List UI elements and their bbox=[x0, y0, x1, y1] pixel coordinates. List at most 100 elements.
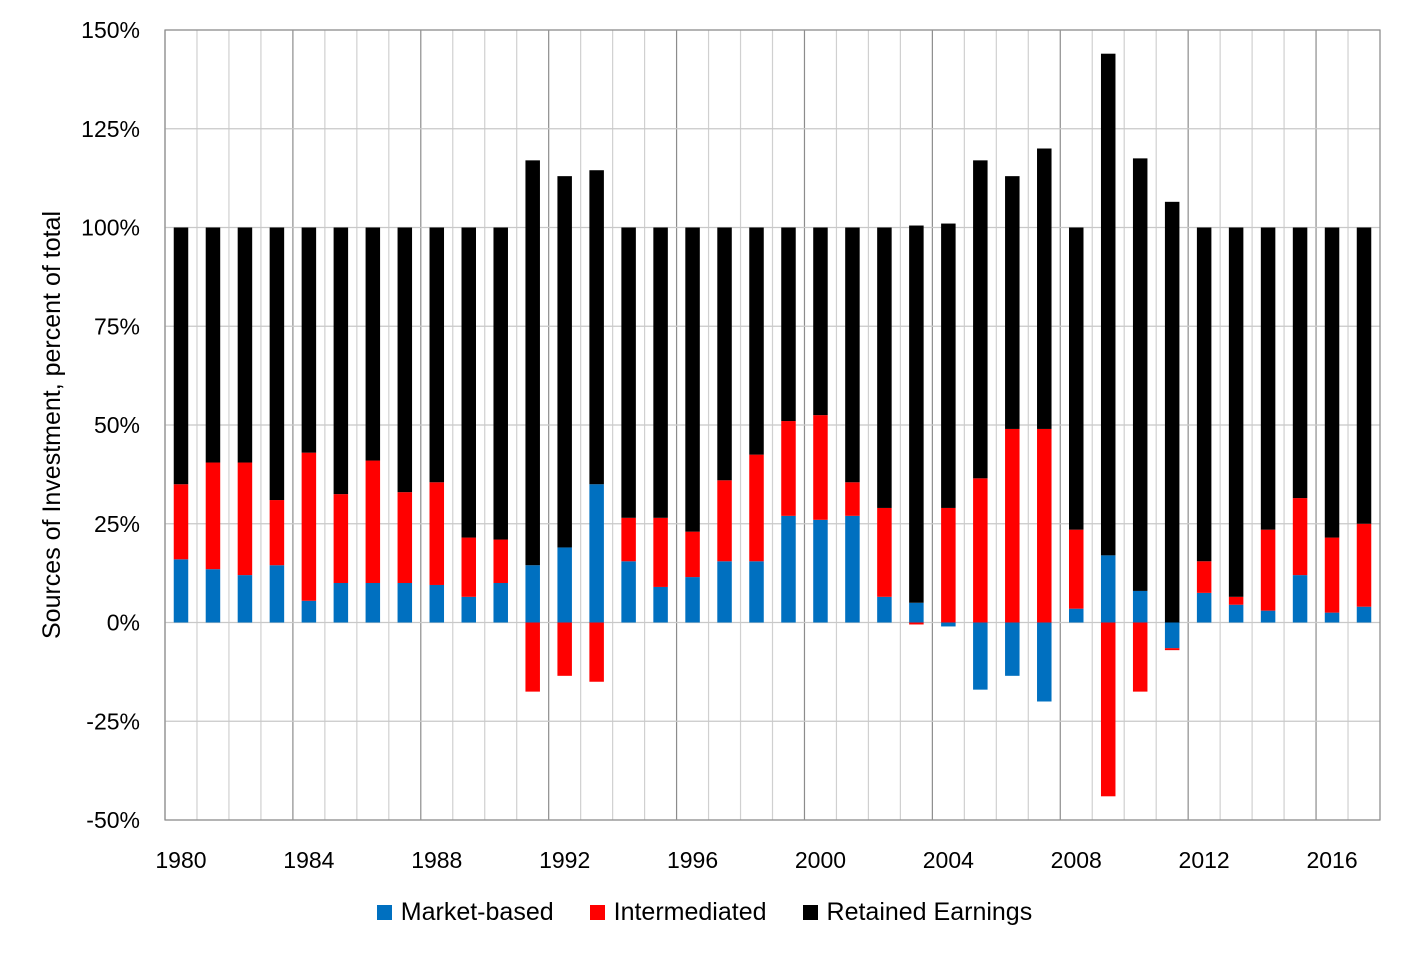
bar-retained-earnings-1987 bbox=[397, 227, 413, 493]
bar-retained-earnings-1980 bbox=[173, 227, 189, 485]
y-tick-label: 125% bbox=[81, 116, 140, 142]
bar-intermediated-1998 bbox=[749, 454, 764, 562]
bar-retained-earnings-1992 bbox=[557, 176, 572, 548]
bar-market-based-2005 bbox=[973, 622, 988, 690]
bar-market-based-1987 bbox=[397, 583, 413, 623]
bar-market-based-1988 bbox=[429, 584, 445, 623]
x-tick-label: 1996 bbox=[667, 847, 718, 873]
bar-retained-earnings-2010 bbox=[1132, 158, 1148, 591]
bar-retained-earnings-1994 bbox=[621, 227, 636, 518]
bar-intermediated-1999 bbox=[781, 421, 796, 516]
bar-market-based-1982 bbox=[237, 575, 253, 623]
bar-market-based-1985 bbox=[333, 583, 349, 623]
y-tick-label: -25% bbox=[86, 708, 140, 734]
bar-market-based-1981 bbox=[205, 569, 221, 623]
x-tick-label: 2016 bbox=[1306, 847, 1357, 873]
legend-label-retained-earnings: Retained Earnings bbox=[826, 898, 1033, 926]
y-tick-label: 150% bbox=[81, 17, 140, 43]
bar-retained-earnings-2012 bbox=[1196, 227, 1212, 562]
y-tick-label: -50% bbox=[86, 807, 140, 833]
bar-intermediated-1984 bbox=[301, 452, 317, 601]
y-tick-label: 25% bbox=[94, 511, 140, 537]
bar-retained-earnings-1998 bbox=[749, 227, 764, 455]
bar-market-based-2007 bbox=[1037, 622, 1052, 702]
bar-retained-earnings-1990 bbox=[493, 227, 508, 540]
bar-intermediated-2011 bbox=[1164, 648, 1180, 651]
bar-intermediated-1983 bbox=[269, 500, 285, 566]
bar-retained-earnings-1985 bbox=[333, 227, 349, 495]
bar-retained-earnings-2000 bbox=[813, 227, 828, 416]
bar-intermediated-1992 bbox=[557, 622, 572, 676]
bar-intermediated-2012 bbox=[1196, 561, 1212, 593]
bar-intermediated-2006 bbox=[1005, 428, 1020, 623]
bar-market-based-1992 bbox=[557, 547, 572, 623]
plot-area-border bbox=[164, 29, 1381, 821]
bar-market-based-1989 bbox=[461, 596, 476, 623]
bar-market-based-2009 bbox=[1100, 555, 1116, 623]
x-tick-label: 1980 bbox=[155, 847, 206, 873]
bar-market-based-2002 bbox=[877, 596, 892, 623]
x-tick-label: 2012 bbox=[1179, 847, 1230, 873]
bar-retained-earnings-1988 bbox=[429, 227, 445, 483]
bar-retained-earnings-2015 bbox=[1292, 227, 1308, 499]
bar-intermediated-2010 bbox=[1132, 622, 1148, 692]
bar-retained-earnings-2007 bbox=[1037, 148, 1052, 429]
bar-retained-earnings-2008 bbox=[1069, 227, 1084, 530]
bar-intermediated-1987 bbox=[397, 492, 413, 583]
bar-intermediated-2005 bbox=[973, 478, 988, 623]
bar-retained-earnings-2011 bbox=[1164, 201, 1180, 623]
y-axis-title: Sources of Investment, percent of total bbox=[38, 211, 66, 639]
bar-market-based-2012 bbox=[1196, 592, 1212, 623]
bar-market-based-2015 bbox=[1292, 575, 1308, 623]
bar-retained-earnings-2005 bbox=[973, 160, 988, 479]
bar-market-based-1990 bbox=[493, 583, 508, 623]
bar-intermediated-1989 bbox=[461, 537, 476, 597]
bar-market-based-1994 bbox=[621, 561, 636, 623]
bar-market-based-2013 bbox=[1228, 604, 1244, 623]
x-tick-label: 1984 bbox=[283, 847, 334, 873]
bar-retained-earnings-2001 bbox=[845, 227, 860, 483]
bar-intermediated-1994 bbox=[621, 517, 636, 562]
bar-retained-earnings-1996 bbox=[685, 227, 700, 532]
bar-market-based-1980 bbox=[173, 559, 189, 623]
bar-retained-earnings-1999 bbox=[781, 227, 796, 422]
bar-retained-earnings-1989 bbox=[461, 227, 476, 538]
bar-market-based-1999 bbox=[781, 515, 796, 623]
bar-market-based-2008 bbox=[1069, 608, 1084, 623]
legend-item-intermediated: Intermediated bbox=[589, 898, 767, 927]
bar-retained-earnings-1983 bbox=[269, 227, 285, 501]
bar-market-based-2001 bbox=[845, 515, 860, 623]
bar-retained-earnings-2006 bbox=[1005, 176, 1020, 429]
legend-label-market-based: Market-based bbox=[400, 898, 554, 926]
bar-retained-earnings-1993 bbox=[589, 170, 604, 485]
legend-label-intermediated: Intermediated bbox=[613, 898, 767, 926]
bar-market-based-2016 bbox=[1324, 612, 1340, 623]
bar-intermediated-1982 bbox=[237, 462, 253, 576]
bar-retained-earnings-1997 bbox=[717, 227, 732, 481]
bar-market-based-1984 bbox=[301, 600, 317, 623]
stacked-bar-chart: -50% -25% 0% 25% 50% 75% 100% 125% 150% 1980 1984 1… bbox=[38, 17, 1381, 873]
bar-intermediated-2001 bbox=[845, 482, 860, 516]
bar-intermediated-2013 bbox=[1228, 596, 1244, 605]
bar-retained-earnings-2004 bbox=[941, 223, 956, 508]
bar-intermediated-2015 bbox=[1292, 498, 1308, 576]
bar-intermediated-1991 bbox=[525, 622, 540, 692]
bar-retained-earnings-2013 bbox=[1228, 227, 1244, 597]
y-tick-label: 50% bbox=[94, 412, 140, 438]
bar-retained-earnings-1986 bbox=[365, 227, 381, 461]
bar-market-based-1995 bbox=[653, 586, 668, 623]
x-tick-label: 1988 bbox=[411, 847, 462, 873]
bar-retained-earnings-2014 bbox=[1260, 227, 1276, 530]
legend-item-retained-earnings: Retained Earnings bbox=[802, 898, 1033, 927]
bar-retained-earnings-1991 bbox=[525, 160, 540, 566]
bar-intermediated-1995 bbox=[653, 517, 668, 587]
bar-intermediated-1997 bbox=[717, 480, 732, 562]
x-tick-label: 2004 bbox=[923, 847, 974, 873]
bar-intermediated-1985 bbox=[333, 494, 349, 583]
bar-retained-earnings-2016 bbox=[1324, 227, 1340, 538]
bar-retained-earnings-2017 bbox=[1356, 227, 1372, 524]
bar-intermediated-2002 bbox=[877, 507, 892, 597]
bar-retained-earnings-2002 bbox=[877, 227, 892, 508]
bar-market-based-2004 bbox=[941, 622, 956, 627]
